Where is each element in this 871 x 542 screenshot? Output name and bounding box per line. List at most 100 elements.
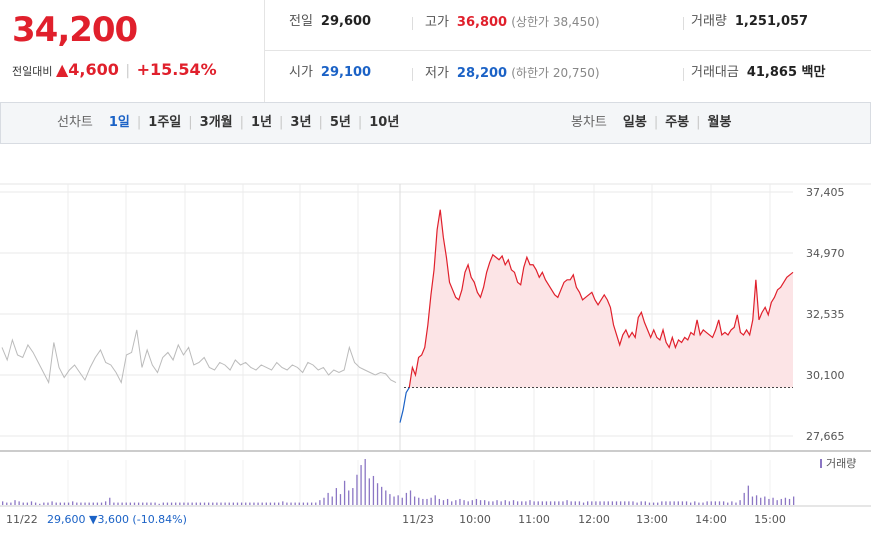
y-tick-label: 34,970 xyxy=(806,247,845,260)
volume-bar xyxy=(286,502,288,505)
tab-1y[interactable]: 1년 xyxy=(251,115,273,130)
tab-monthly[interactable]: 월봉 xyxy=(707,115,732,130)
tab-daily[interactable]: 일봉 xyxy=(622,115,647,130)
volume-bar xyxy=(162,502,164,505)
volume-bar xyxy=(780,498,782,505)
volume-bar xyxy=(665,501,667,505)
volume-bar xyxy=(335,488,338,505)
volume-bar xyxy=(117,502,119,505)
volume-bar xyxy=(529,500,531,505)
volume-bar xyxy=(430,497,432,505)
volume-bar xyxy=(455,500,457,505)
x-tick-label: 10:00 xyxy=(459,513,491,526)
current-price: 34,200 xyxy=(12,10,138,50)
volume-bar xyxy=(14,500,16,505)
volume-bar xyxy=(681,501,684,505)
volume-bar xyxy=(224,502,226,505)
volume-bar xyxy=(793,496,795,505)
volume-bar xyxy=(710,501,712,505)
volume-bar xyxy=(265,502,267,505)
volume-bar xyxy=(413,496,416,505)
volume-bar xyxy=(760,497,762,505)
tab-5y[interactable]: 5년 xyxy=(329,115,351,130)
volume-bar xyxy=(381,486,383,505)
volume-bar xyxy=(463,500,465,505)
volume-bar xyxy=(310,502,313,505)
volume-bar xyxy=(364,459,366,505)
volume-bar xyxy=(409,490,412,505)
volume-bar xyxy=(166,502,169,505)
line-chart-tabs: 선차트 1일 | 1주일 | 3개월 | 1년 | 3년 | 5년 | 10년 xyxy=(57,103,399,143)
tab-1w[interactable]: 1주일 xyxy=(148,115,182,130)
volume-bar xyxy=(207,502,210,505)
volume-bar xyxy=(648,502,651,505)
x-tick-label: 12:00 xyxy=(578,513,610,526)
change-percent: +15.54% xyxy=(136,60,217,79)
volume-bar xyxy=(59,502,61,505)
volume-bar xyxy=(698,502,700,505)
volume-bar xyxy=(315,502,317,505)
volume-bar xyxy=(282,501,284,505)
tab-10y[interactable]: 10년 xyxy=(369,115,400,130)
volume-bar xyxy=(269,502,272,505)
volume-bar xyxy=(418,497,420,505)
change-row: 전일대비 ▲4,600 | +15.54% xyxy=(12,60,217,79)
tab-1d[interactable]: 1일 xyxy=(108,115,130,130)
prev-day-line xyxy=(1,329,397,385)
volume-bar xyxy=(558,501,560,505)
volume-bar xyxy=(278,502,280,505)
volume-bar xyxy=(661,501,663,505)
prev-date-label: 11/22 xyxy=(6,513,38,526)
volume-bar xyxy=(96,502,99,505)
volume-bar xyxy=(496,500,498,505)
volume-bar xyxy=(30,501,33,505)
day-low: 저가 28,200 (하한가 20,750) xyxy=(425,66,600,81)
volume-bars xyxy=(2,459,795,505)
volume-bar xyxy=(570,501,572,505)
volume-bar xyxy=(34,502,37,505)
volume-bar xyxy=(26,502,29,505)
info-row-1: 전일 29,600 고가 36,800 (상한가 38,450) 거래량 1,251,… xyxy=(265,0,871,51)
volume-bar xyxy=(331,496,333,505)
volume-bar xyxy=(175,502,177,505)
volume-bar xyxy=(80,502,82,505)
volume-bar xyxy=(652,502,655,505)
volume-bar xyxy=(475,498,478,505)
tab-3m[interactable]: 3개월 xyxy=(199,115,233,130)
volume-bar xyxy=(142,502,144,505)
volume-bar xyxy=(673,501,675,505)
volume-bar xyxy=(685,501,688,505)
volume-bar xyxy=(735,502,737,505)
volume-bar xyxy=(788,498,791,505)
volume-bar xyxy=(562,501,564,505)
volume-bar xyxy=(343,480,346,505)
x-tick-label: 15:00 xyxy=(754,513,786,526)
volume-bar xyxy=(624,501,626,505)
volume-bar xyxy=(479,500,482,505)
volume-bar xyxy=(488,501,490,505)
volume-bar xyxy=(290,502,292,505)
volume-bar xyxy=(158,503,160,505)
volume-bar xyxy=(500,501,502,505)
volume-bar xyxy=(348,490,350,505)
volume-bar xyxy=(722,501,725,505)
volume-bar xyxy=(203,502,206,505)
volume-bar xyxy=(438,498,440,505)
volume-bar xyxy=(137,502,140,505)
volume-bar xyxy=(772,497,774,505)
volume-bar xyxy=(22,502,24,505)
volume-bar xyxy=(76,502,78,505)
volume-bar xyxy=(2,501,4,505)
tab-3y[interactable]: 3년 xyxy=(290,115,312,130)
volume-bar xyxy=(776,500,778,505)
volume-bar xyxy=(84,502,86,505)
volume-bar xyxy=(525,501,527,505)
volume-bar xyxy=(170,502,173,505)
tab-weekly[interactable]: 주봉 xyxy=(665,115,690,130)
volume-bar xyxy=(385,490,387,505)
volume-bar xyxy=(422,498,424,505)
volume-bar xyxy=(718,501,721,505)
x-tick-label: 13:00 xyxy=(636,513,668,526)
line-chart-label: 선차트 xyxy=(57,115,93,130)
volume-bar xyxy=(582,502,585,505)
